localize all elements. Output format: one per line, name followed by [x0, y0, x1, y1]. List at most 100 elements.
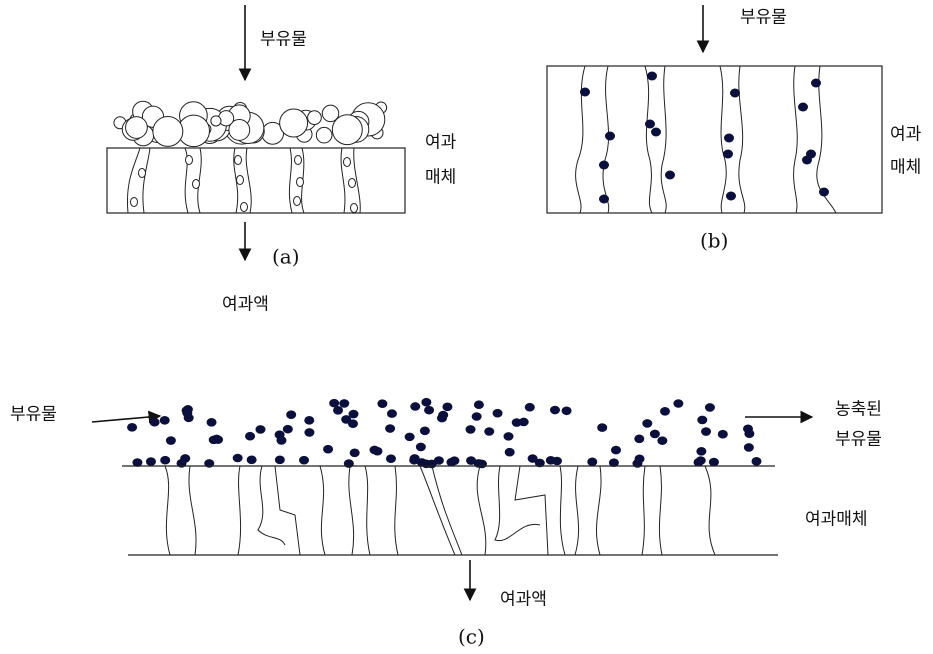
- particle: [160, 416, 170, 425]
- filtrate-label: 여과액: [500, 590, 547, 610]
- particle: [696, 447, 706, 456]
- particle: [387, 409, 397, 418]
- particle: [233, 454, 243, 463]
- particle: [697, 416, 707, 425]
- particle: [286, 410, 296, 419]
- particle: [386, 454, 396, 463]
- particle: [503, 432, 513, 441]
- feed-label: 부유물: [10, 405, 57, 425]
- particle: [304, 428, 314, 437]
- panel-label: (b): [700, 229, 728, 253]
- particle: [519, 418, 529, 427]
- particle: [709, 458, 719, 467]
- panel-a: 부유물 여과 매체 (a) 여과액: [107, 5, 457, 315]
- particle: [333, 406, 343, 415]
- particle: [350, 449, 360, 458]
- feed-label: 부유물: [740, 8, 787, 28]
- particle: [245, 432, 255, 441]
- particle: [744, 443, 754, 452]
- particle: [410, 402, 420, 411]
- pores: [576, 66, 836, 213]
- particle: [283, 425, 293, 434]
- particle: [275, 430, 285, 439]
- particle: [424, 406, 434, 415]
- particle: [611, 446, 621, 455]
- particle: [505, 448, 515, 457]
- particle: [751, 457, 761, 466]
- particle: [146, 457, 156, 466]
- feed-label: 부유물: [260, 30, 307, 50]
- particle: [341, 415, 351, 424]
- particle: [339, 399, 349, 408]
- panel-label: (a): [272, 245, 300, 269]
- particle: [150, 418, 160, 427]
- particle: [180, 454, 190, 463]
- particle: [377, 399, 387, 408]
- particle: [212, 435, 222, 444]
- particle: [597, 423, 607, 432]
- particle: [587, 458, 597, 467]
- particle: [484, 427, 494, 436]
- filtrate-label: 여과액: [222, 295, 269, 315]
- particle: [442, 403, 452, 412]
- particle: [525, 403, 535, 412]
- particle: [449, 456, 459, 465]
- particle: [211, 116, 221, 126]
- particle: [642, 419, 652, 428]
- particle: [660, 407, 670, 416]
- particle: [701, 427, 711, 436]
- particle: [718, 430, 728, 439]
- particle: [421, 398, 431, 407]
- concentrate-label: 부유물: [835, 430, 882, 450]
- medium-label: 여과: [425, 133, 457, 153]
- particle: [323, 445, 333, 454]
- particle: [744, 429, 754, 438]
- particle: [474, 400, 484, 409]
- particle: [126, 117, 148, 139]
- particle: [127, 423, 137, 432]
- particle: [332, 115, 362, 145]
- concentrate-label: 농축된: [835, 400, 882, 420]
- particle: [160, 456, 170, 465]
- particle: [562, 406, 572, 415]
- particle: [493, 409, 503, 418]
- particle: [416, 443, 426, 452]
- particle: [316, 127, 332, 143]
- particle: [299, 456, 309, 465]
- trapped-particles: [131, 156, 358, 213]
- particle: [634, 435, 644, 444]
- particle: [673, 399, 683, 408]
- particle: [420, 426, 430, 435]
- particle: [207, 418, 217, 427]
- panel-c: 부유물 농축된 부유물 여과매체 여과액 (c): [10, 398, 882, 649]
- medium-label: 매체: [890, 158, 921, 178]
- trapped-particles: [580, 72, 829, 204]
- particle: [546, 456, 556, 465]
- particle: [183, 405, 193, 414]
- particle: [304, 416, 314, 425]
- particle: [255, 425, 265, 434]
- particle: [247, 456, 257, 465]
- particle: [650, 430, 660, 439]
- particle: [657, 436, 667, 445]
- particle: [385, 424, 395, 433]
- particle: [280, 109, 308, 137]
- particle: [275, 455, 285, 464]
- panel-b: 부유물 여과 매체 (b): [547, 5, 922, 253]
- particle: [370, 446, 380, 455]
- pores: [165, 466, 715, 555]
- particle: [472, 412, 482, 421]
- particle: [405, 433, 415, 442]
- panel-label: (c): [458, 625, 485, 649]
- cake-particles: [114, 101, 387, 146]
- particle: [166, 436, 176, 445]
- particle: [705, 403, 715, 412]
- cake-particles: [127, 398, 761, 468]
- particle: [308, 111, 322, 125]
- medium-label: 여과매체: [805, 510, 868, 530]
- particle: [477, 460, 487, 469]
- medium-label: 여과: [890, 125, 922, 145]
- filter-medium: [547, 66, 882, 213]
- diagram: 부유물 여과 매체 (a) 여과액 부유물: [0, 0, 933, 654]
- particle: [184, 414, 194, 423]
